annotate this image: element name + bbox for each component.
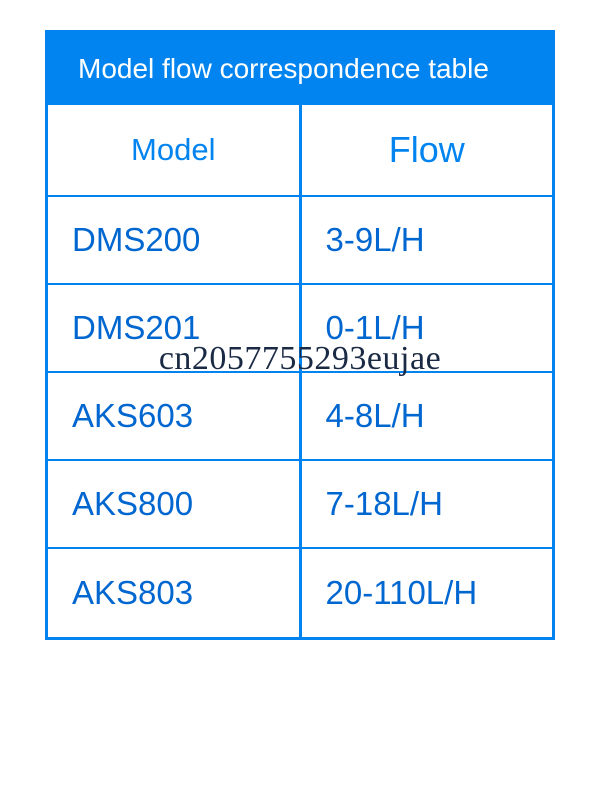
cell-model: AKS803 — [48, 549, 299, 637]
cell-model: AKS603 — [48, 373, 299, 461]
table-title: Model flow correspon­dence table — [48, 33, 552, 105]
table-body: Model DMS200 DMS201 AKS603 AKS800 AKS803… — [48, 105, 552, 637]
header-flow: Flow — [302, 105, 553, 197]
header-model: Model — [48, 105, 299, 197]
cell-model: DMS201 — [48, 285, 299, 373]
cell-flow: 4-8L/H — [302, 373, 553, 461]
cell-flow: 3-9L/H — [302, 197, 553, 285]
column-flow: Flow 3-9L/H 0-1L/H 4-8L/H 7-18L/H 20-110… — [302, 105, 553, 637]
column-model: Model DMS200 DMS201 AKS603 AKS800 AKS803 — [48, 105, 302, 637]
cell-flow: 0-1L/H — [302, 285, 553, 373]
cell-flow: 20-110L/H — [302, 549, 553, 637]
cell-model: AKS800 — [48, 461, 299, 549]
cell-flow: 7-18L/H — [302, 461, 553, 549]
cell-model: DMS200 — [48, 197, 299, 285]
model-flow-table: Model flow correspon­dence table Model D… — [45, 30, 555, 640]
